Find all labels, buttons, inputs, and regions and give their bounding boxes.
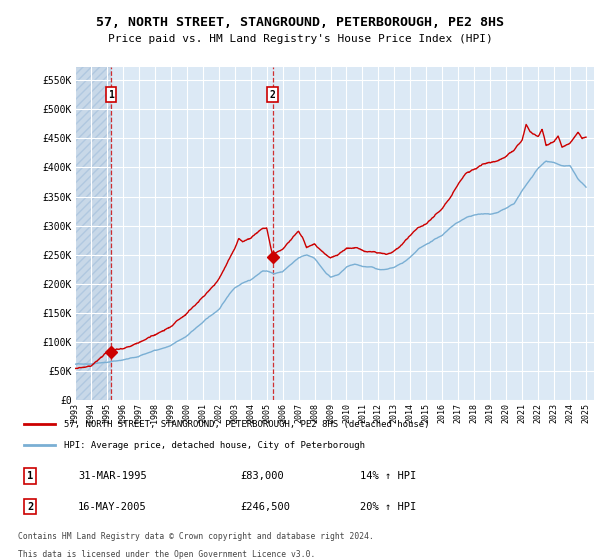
- Text: This data is licensed under the Open Government Licence v3.0.: This data is licensed under the Open Gov…: [18, 550, 316, 559]
- Text: 16-MAY-2005: 16-MAY-2005: [78, 502, 147, 512]
- Text: 20% ↑ HPI: 20% ↑ HPI: [360, 502, 416, 512]
- Text: 2: 2: [270, 90, 275, 100]
- Text: Price paid vs. HM Land Registry's House Price Index (HPI): Price paid vs. HM Land Registry's House …: [107, 34, 493, 44]
- Text: HPI: Average price, detached house, City of Peterborough: HPI: Average price, detached house, City…: [64, 441, 365, 450]
- Text: £246,500: £246,500: [240, 502, 290, 512]
- Text: 14% ↑ HPI: 14% ↑ HPI: [360, 471, 416, 481]
- Text: 2: 2: [27, 502, 33, 512]
- Text: 31-MAR-1995: 31-MAR-1995: [78, 471, 147, 481]
- Text: 57, NORTH STREET, STANGROUND, PETERBOROUGH, PE2 8HS: 57, NORTH STREET, STANGROUND, PETERBOROU…: [96, 16, 504, 29]
- Text: 57, NORTH STREET, STANGROUND, PETERBOROUGH, PE2 8HS (detached house): 57, NORTH STREET, STANGROUND, PETERBOROU…: [64, 419, 430, 428]
- Text: £83,000: £83,000: [240, 471, 284, 481]
- Text: 1: 1: [27, 471, 33, 481]
- Text: Contains HM Land Registry data © Crown copyright and database right 2024.: Contains HM Land Registry data © Crown c…: [18, 532, 374, 541]
- Text: 1: 1: [108, 90, 114, 100]
